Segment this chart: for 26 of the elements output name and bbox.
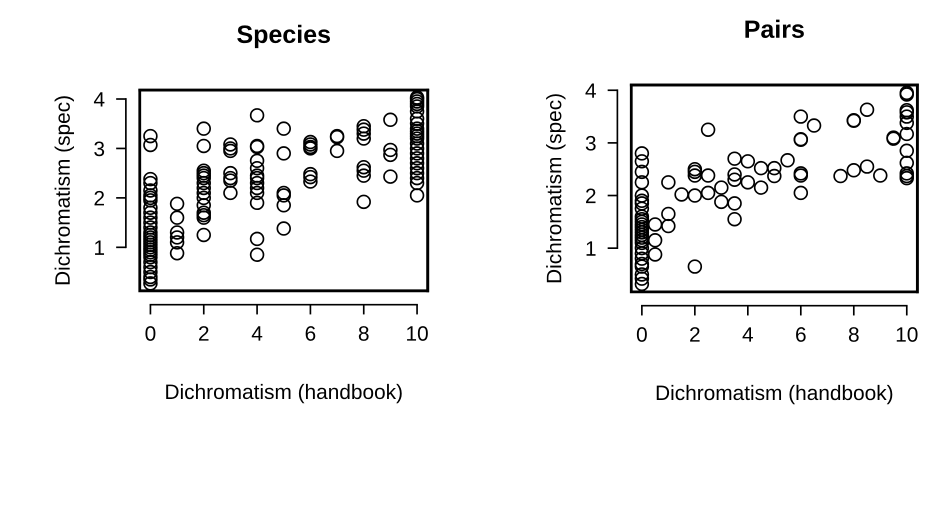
y-tick-label: 1 xyxy=(586,241,596,256)
y-tick-label: 3 xyxy=(586,136,596,151)
x-tick-label: 10 xyxy=(896,327,918,342)
y-tick-label: 4 xyxy=(585,83,596,98)
chart-title: Pairs xyxy=(745,20,804,38)
x-tick-label: 8 xyxy=(848,327,859,342)
x-tick-label: 8 xyxy=(358,326,369,341)
x-tick-label: 10 xyxy=(407,326,428,341)
x-tick-label: 0 xyxy=(145,326,156,341)
y-tick-label: 1 xyxy=(95,240,104,255)
x-tick-label: 4 xyxy=(252,326,262,341)
y-tick-label: 2 xyxy=(94,190,104,206)
x-axis-title: Dichromatism (handbook) xyxy=(166,384,402,404)
x-tick-label: 2 xyxy=(199,326,208,341)
x-tick-label: 0 xyxy=(636,327,647,342)
y-axis-title: Dichromatism (spec) xyxy=(546,94,566,282)
x-tick-label: 4 xyxy=(742,327,754,342)
x-tick-label: 6 xyxy=(306,326,316,341)
y-tick-label: 2 xyxy=(586,188,596,204)
x-tick-label: 2 xyxy=(690,327,700,342)
y-tick-label: 4 xyxy=(94,92,104,107)
x-tick-label: 6 xyxy=(796,327,806,342)
x-axis-title: Dichromatism (handbook) xyxy=(656,384,892,404)
y-tick-label: 3 xyxy=(94,141,104,156)
chart-title: Species xyxy=(237,24,330,48)
y-axis-title: Dichromatism (spec) xyxy=(54,96,74,284)
